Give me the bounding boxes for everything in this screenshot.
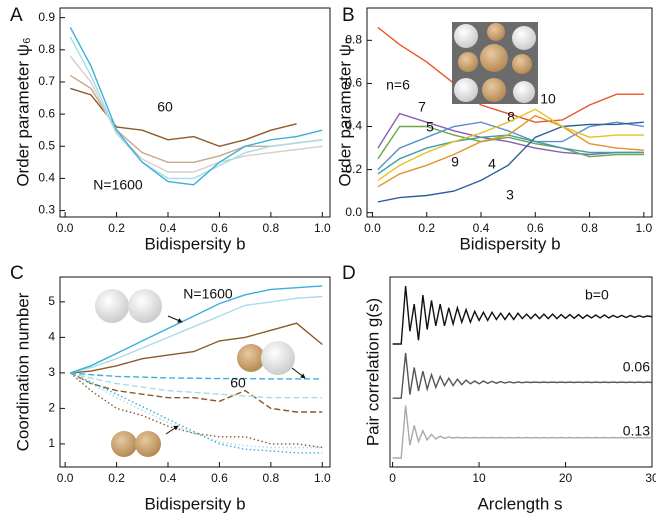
series-label: n=6 bbox=[386, 77, 410, 93]
y-tick-label: 0.0 bbox=[345, 205, 362, 219]
x-tick-label: 10 bbox=[472, 471, 486, 485]
x-tick-label: 0.2 bbox=[418, 221, 435, 235]
series-label: 8 bbox=[507, 109, 515, 125]
series-line bbox=[70, 87, 297, 148]
series-line bbox=[69, 372, 323, 413]
x-axis-label: Bidispersity b bbox=[144, 234, 245, 253]
annotation: N=1600 bbox=[183, 286, 233, 302]
series-label: 0.06 bbox=[623, 359, 650, 375]
series-line bbox=[377, 121, 644, 203]
plot-frame bbox=[59, 276, 331, 468]
x-tick-label: 20 bbox=[559, 471, 573, 485]
x-tick-label: 0.8 bbox=[263, 221, 280, 235]
icon-white-pair bbox=[95, 289, 183, 323]
x-tick-label: 0.0 bbox=[57, 221, 74, 235]
series-line bbox=[70, 285, 323, 374]
series-line bbox=[70, 322, 323, 374]
x-tick-label: 0.4 bbox=[160, 471, 177, 485]
x-tick-label: 0.6 bbox=[211, 471, 228, 485]
x-tick-label: 0.2 bbox=[108, 471, 125, 485]
series-line bbox=[70, 372, 323, 380]
y-axis-label: Coordination number bbox=[13, 292, 32, 451]
series-label: 7 bbox=[418, 99, 426, 115]
y-axis-label: Pair correlation g(s) bbox=[363, 298, 382, 446]
plot-frame bbox=[366, 7, 653, 218]
series-label: 5 bbox=[426, 119, 434, 135]
x-tick-label: 0.8 bbox=[581, 221, 598, 235]
y-tick-label: 0.2 bbox=[345, 162, 362, 176]
x-tick-label: 0.6 bbox=[211, 221, 228, 235]
series-line bbox=[69, 372, 323, 449]
x-tick-label: 0.0 bbox=[364, 221, 381, 235]
y-tick-label: 0.6 bbox=[38, 106, 55, 120]
series-line bbox=[69, 74, 323, 163]
series-line bbox=[377, 26, 644, 123]
series-line bbox=[392, 405, 653, 459]
series-line bbox=[377, 112, 644, 156]
series-line bbox=[70, 372, 323, 399]
panel-letter: A bbox=[10, 5, 23, 26]
y-tick-label: 3 bbox=[48, 365, 55, 379]
series-label: 10 bbox=[540, 91, 556, 107]
series-line bbox=[377, 125, 644, 160]
panel-letter: B bbox=[342, 5, 355, 26]
series-line bbox=[70, 372, 323, 454]
series-line bbox=[392, 285, 653, 345]
series-label: 0.13 bbox=[623, 423, 650, 439]
annotation: 60 bbox=[230, 375, 246, 391]
series-label: 9 bbox=[451, 154, 459, 170]
x-tick-label: 1.0 bbox=[314, 471, 331, 485]
icon-tan-pair bbox=[111, 425, 179, 457]
series-label: b=0 bbox=[585, 287, 609, 303]
x-axis-label: Arclength s bbox=[477, 494, 562, 513]
x-tick-label: 0.4 bbox=[473, 221, 490, 235]
x-tick-label: 0.8 bbox=[263, 471, 280, 485]
series-line bbox=[377, 114, 644, 188]
x-tick-label: 0.2 bbox=[108, 221, 125, 235]
y-tick-label: 0.8 bbox=[345, 32, 362, 46]
x-tick-label: 0.6 bbox=[527, 221, 544, 235]
inset-packing bbox=[452, 22, 538, 104]
y-tick-label: 5 bbox=[48, 294, 55, 308]
plot-frame bbox=[59, 7, 331, 218]
y-axis-label: Order parameter ψ₆ bbox=[13, 37, 32, 186]
y-tick-label: 2 bbox=[48, 401, 55, 415]
series-line bbox=[70, 295, 323, 374]
series-label: 4 bbox=[488, 156, 496, 172]
x-tick-label: 0.4 bbox=[160, 221, 177, 235]
y-tick-label: 0.4 bbox=[345, 119, 362, 133]
x-axis-label: Bidispersity b bbox=[459, 234, 560, 253]
y-tick-label: 1 bbox=[48, 436, 55, 450]
series-line bbox=[377, 108, 644, 181]
y-tick-label: 0.7 bbox=[38, 74, 55, 88]
series-label: 3 bbox=[506, 187, 514, 203]
panel-letter: C bbox=[10, 263, 24, 284]
y-axis-label: Order parameter ψₙ bbox=[335, 37, 354, 186]
y-tick-label: 0.4 bbox=[38, 171, 55, 185]
x-tick-label: 30 bbox=[645, 471, 656, 485]
y-tick-label: 0.9 bbox=[38, 10, 55, 24]
series-line bbox=[69, 36, 323, 180]
series-line bbox=[69, 372, 323, 449]
annotation: 60 bbox=[157, 99, 173, 115]
x-tick-label: 0.0 bbox=[57, 471, 74, 485]
y-tick-label: 0.6 bbox=[345, 76, 362, 90]
series-line bbox=[392, 352, 653, 399]
x-tick-label: 1.0 bbox=[636, 221, 653, 235]
y-tick-label: 0.3 bbox=[38, 203, 55, 217]
x-tick-label: 0 bbox=[389, 471, 396, 485]
series-line bbox=[69, 26, 323, 186]
plot-frame bbox=[389, 276, 653, 468]
y-tick-label: 4 bbox=[48, 330, 55, 344]
y-tick-label: 0.8 bbox=[38, 42, 55, 56]
plots: 0.0 0.2 0.4 0.6 0.8 1.0 0.3 0.4 0.5 0.6 0.7 0.8 0.9 6… bbox=[10, 5, 656, 513]
x-axis-label: Bidispersity b bbox=[144, 494, 245, 513]
series-line bbox=[69, 55, 323, 173]
y-tick-label: 0.5 bbox=[38, 138, 55, 152]
panel-letter: D bbox=[342, 263, 356, 284]
x-tick-label: 1.0 bbox=[314, 221, 331, 235]
annotation: N=1600 bbox=[93, 177, 143, 193]
icon-mixed-pair bbox=[237, 341, 306, 379]
